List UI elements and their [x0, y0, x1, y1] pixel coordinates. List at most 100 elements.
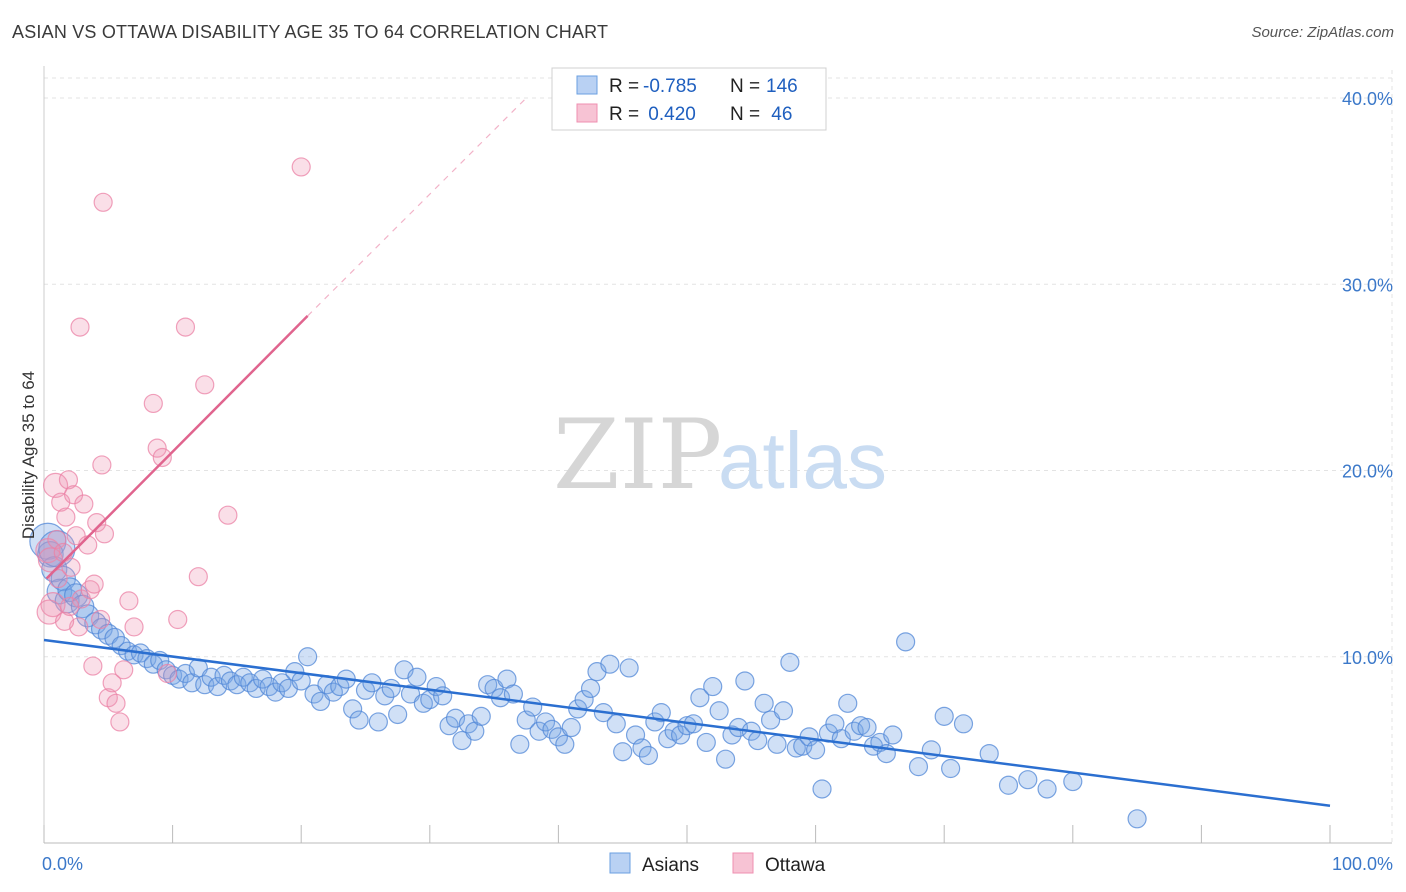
legend-bottom-label-asians: Asians — [642, 855, 699, 876]
asians-point — [696, 732, 716, 753]
ottawa-point — [188, 567, 208, 587]
asians-point — [838, 693, 858, 713]
ottawa-point — [54, 611, 75, 631]
ottawa-point — [143, 393, 163, 414]
x-tick-labels: 0.0% 100.0% — [42, 854, 1393, 874]
asians-point — [998, 775, 1019, 795]
ottawa-point — [87, 513, 107, 533]
ottawa-point — [84, 574, 104, 594]
data-points — [29, 157, 1147, 829]
ottawa-point — [61, 557, 81, 577]
ottawa-point — [90, 609, 111, 630]
watermark: ZIP atlas — [553, 399, 887, 511]
asians-point — [503, 684, 523, 704]
legend-bottom-swatch-asians — [609, 852, 631, 874]
ottawa-point — [37, 547, 64, 573]
ottawa-point — [175, 317, 196, 337]
legend-n-label-asians: N = — [730, 76, 760, 97]
asians-point — [1037, 779, 1057, 799]
asians-point — [658, 729, 678, 749]
watermark-zip: ZIP — [553, 399, 722, 511]
asians-point — [754, 693, 774, 713]
asians-point — [1127, 809, 1147, 829]
ottawa-point — [60, 596, 80, 617]
asians-point — [934, 706, 954, 726]
ottawa-point — [94, 524, 115, 544]
asians-point — [548, 727, 569, 747]
ottawa-point — [106, 693, 126, 713]
asians-point — [381, 678, 401, 699]
asians-point — [1063, 771, 1083, 792]
ottawa-point — [83, 656, 103, 676]
asians-point — [452, 730, 472, 751]
y-tick-label-3: 40.0% — [1342, 89, 1393, 109]
asians-point — [748, 730, 768, 751]
asians-point — [349, 710, 369, 730]
legend-n-value-ottawa: 46 — [766, 104, 792, 125]
y-tick-label-2: 30.0% — [1342, 275, 1393, 295]
ottawa-point — [114, 660, 134, 680]
legend-n-value-asians: 146 — [766, 76, 798, 97]
ottawa-point — [58, 470, 79, 490]
y-tick-labels: 10.0% 20.0% 30.0% 40.0% — [1342, 89, 1393, 668]
grid-lines — [44, 70, 1393, 843]
asians-point — [510, 734, 530, 754]
asians-point — [104, 627, 126, 649]
chart-title: ASIAN VS OTTAWA DISABILITY AGE 35 TO 64 … — [12, 22, 609, 42]
ottawa-point — [147, 438, 167, 458]
ottawa-point — [124, 617, 144, 637]
asians-point — [561, 717, 581, 738]
y-axis-label: Disability Age 35 to 64 — [19, 371, 38, 539]
asians-point — [343, 699, 363, 719]
ottawa-point — [168, 609, 188, 630]
asians-point — [600, 654, 620, 674]
asians-point — [857, 717, 877, 738]
ottawa-point — [93, 192, 113, 212]
asians-point — [953, 714, 974, 734]
asians-point — [542, 719, 562, 739]
asians-point — [555, 734, 575, 754]
ottawa-point — [56, 507, 76, 527]
asians-point — [310, 691, 331, 712]
ottawa-point — [69, 617, 89, 637]
asians-point — [780, 652, 800, 672]
legend-r-value-asians: -0.785 — [643, 76, 697, 97]
asians-point — [439, 716, 459, 736]
asians-point — [619, 658, 639, 678]
asians-point — [606, 714, 626, 734]
asians-point — [715, 749, 736, 769]
ottawa-point — [195, 375, 215, 395]
asians-point — [632, 738, 652, 758]
asians-point — [670, 725, 691, 745]
ottawa-point — [48, 568, 68, 589]
series-legend: Asians Ottawa — [609, 852, 826, 876]
ottawa-point — [152, 447, 172, 468]
y-tick-label-0: 10.0% — [1342, 648, 1393, 668]
ottawa-point — [218, 505, 238, 525]
ottawa-point — [74, 494, 94, 514]
asians-point — [304, 684, 324, 704]
trend-lines — [43, 97, 1331, 807]
asians-point — [298, 647, 318, 667]
ottawa-point — [110, 712, 130, 732]
asians-point — [805, 740, 826, 760]
asians-point — [760, 710, 781, 730]
correlation-legend: R = -0.785 N = 146 R = 0.420 N = 46 — [551, 67, 827, 131]
x-tick-label-max: 100.0% — [1332, 854, 1393, 874]
asians-point — [851, 716, 871, 736]
ottawa-point — [102, 673, 122, 693]
ottawa-point — [36, 599, 62, 625]
chart-source: Source: ZipAtlas.com — [1251, 24, 1394, 41]
asians-point — [400, 684, 421, 704]
legend-r-label-ottawa: R = — [609, 104, 639, 125]
asians-point — [690, 688, 710, 708]
asians-point — [896, 632, 916, 652]
legend-r-label-asians: R = — [609, 76, 639, 97]
asians-point — [388, 704, 408, 725]
asians-point — [709, 701, 729, 721]
watermark-atlas: atlas — [718, 416, 887, 505]
legend-bottom-swatch-ottawa — [732, 852, 754, 874]
asians-point — [773, 701, 794, 721]
asians-point — [638, 745, 659, 766]
